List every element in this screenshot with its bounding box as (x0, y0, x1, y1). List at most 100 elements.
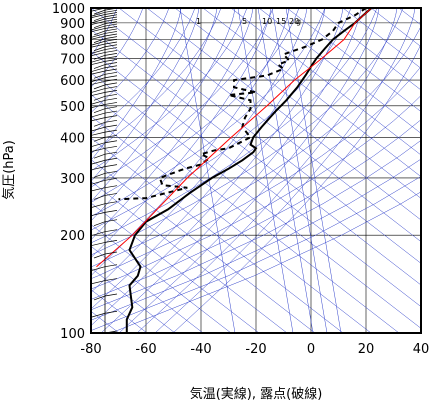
wind-barb (91, 67, 106, 73)
isotherm-line (146, 8, 421, 221)
moist-adiabat-line (136, 8, 398, 333)
wind-barb (91, 20, 106, 25)
x-axis-title: 気温(実線), 露点(破線) (190, 386, 323, 402)
wind-barb (91, 28, 106, 33)
wind-barb-flag (104, 38, 118, 42)
wind-barb (93, 295, 106, 301)
wind-barb (93, 74, 106, 79)
wind-barb-flag (104, 62, 118, 65)
wind-barb (93, 64, 106, 69)
dry-adiabat-line (91, 25, 421, 268)
wind-barb (91, 159, 106, 165)
y-tick-label: 100 (60, 327, 85, 342)
x-tick-label: -40 (190, 342, 211, 357)
wind-barb-flag (104, 310, 118, 314)
series-layer (96, 8, 373, 333)
wind-barb (91, 280, 106, 285)
mixing-ratio-label: 20 (289, 17, 299, 26)
wind-barb-flag (104, 145, 118, 149)
wind-barb-flag (104, 26, 118, 29)
wind-barb (91, 203, 106, 209)
wind-barb (91, 147, 106, 152)
wind-barb-flag (104, 53, 118, 56)
parcel-path-line (96, 8, 372, 268)
isotherm-line (202, 8, 421, 178)
wind-barb (93, 16, 106, 22)
isotherm-line (91, 94, 400, 333)
mixing-ratio-label: 5 (242, 17, 247, 26)
wind-barb (91, 117, 106, 122)
dry-adiabat-line (91, 8, 404, 256)
moist-adiabat-line (91, 8, 272, 258)
moist-adiabat-line (100, 8, 362, 333)
wind-barb-flag (104, 157, 118, 161)
moist-adiabat-line (91, 8, 236, 222)
isotherm-line (342, 8, 421, 69)
moist-adiabat-line (91, 8, 344, 326)
moist-adiabat-line (91, 8, 218, 203)
mixing-ratio-line (271, 8, 328, 333)
wind-barb-flag (104, 93, 118, 97)
isotherm-line (91, 8, 421, 264)
wind-barb-flag (104, 16, 118, 20)
isotherm-line (91, 72, 421, 329)
wind-barb-flag (104, 28, 118, 32)
wind-barb-flag (104, 55, 118, 59)
y-tick-label: 400 (60, 131, 85, 146)
wind-barb-flag (104, 75, 118, 79)
wind-barb-flag (104, 44, 118, 48)
y-tick-label: 1000 (52, 2, 85, 17)
moist-adiabat-line (91, 8, 182, 161)
wind-barb (91, 142, 106, 148)
wind-barb (91, 40, 106, 46)
wind-barb-flag (104, 86, 118, 89)
x-tick-label: -80 (80, 342, 101, 357)
wind-barb-flag (104, 240, 118, 243)
wind-barb-flag (104, 229, 118, 233)
dry-adiabat-line (91, 8, 300, 203)
wind-barb-flag (104, 14, 118, 18)
wind-barb-flag (104, 134, 118, 138)
wind-barb (93, 137, 106, 142)
y-tick-label: 900 (60, 17, 85, 32)
x-tick-label: -60 (135, 342, 156, 357)
wind-barb (91, 77, 106, 83)
wind-barb-flag (104, 31, 118, 34)
wind-barb-flag (104, 119, 118, 123)
wind-barb (91, 212, 106, 217)
wind-barb (91, 35, 106, 40)
wind-barb (93, 221, 106, 227)
wind-barb-flag (104, 264, 118, 268)
wind-barb-flag (104, 201, 118, 205)
wind-barb (93, 95, 106, 101)
wind-barb (91, 43, 106, 48)
isotherm-line (91, 202, 260, 333)
wind-barb (91, 92, 106, 97)
y-tick-label: 500 (60, 100, 85, 115)
dewpoint-line (118, 8, 367, 201)
wind-barb (91, 112, 106, 118)
wind-barb-flag (104, 36, 118, 39)
isotherm-line (91, 224, 232, 333)
wind-barb-flag (104, 97, 118, 101)
wind-barb-flag (104, 140, 118, 144)
dry-adiabat-line (91, 8, 170, 113)
wind-barb (93, 84, 106, 90)
dry-adiabat-line (91, 158, 421, 321)
x-tick-label: 0 (307, 342, 315, 357)
wind-barb-flag (104, 23, 118, 27)
wind-barb (91, 14, 106, 19)
wind-barb (93, 253, 106, 259)
wind-barb (91, 231, 106, 237)
mixing-ratio-line (285, 8, 342, 333)
wind-barb-flag (104, 293, 118, 297)
isotherm-line (230, 8, 421, 156)
wind-barb-flag (104, 115, 118, 118)
dry-adiabat-line (91, 139, 421, 311)
thermodynamic-lines (91, 8, 421, 333)
wind-barb (91, 58, 106, 63)
wind-barb (91, 104, 106, 109)
x-tick-label: -20 (245, 342, 266, 357)
wind-barb (93, 23, 106, 28)
